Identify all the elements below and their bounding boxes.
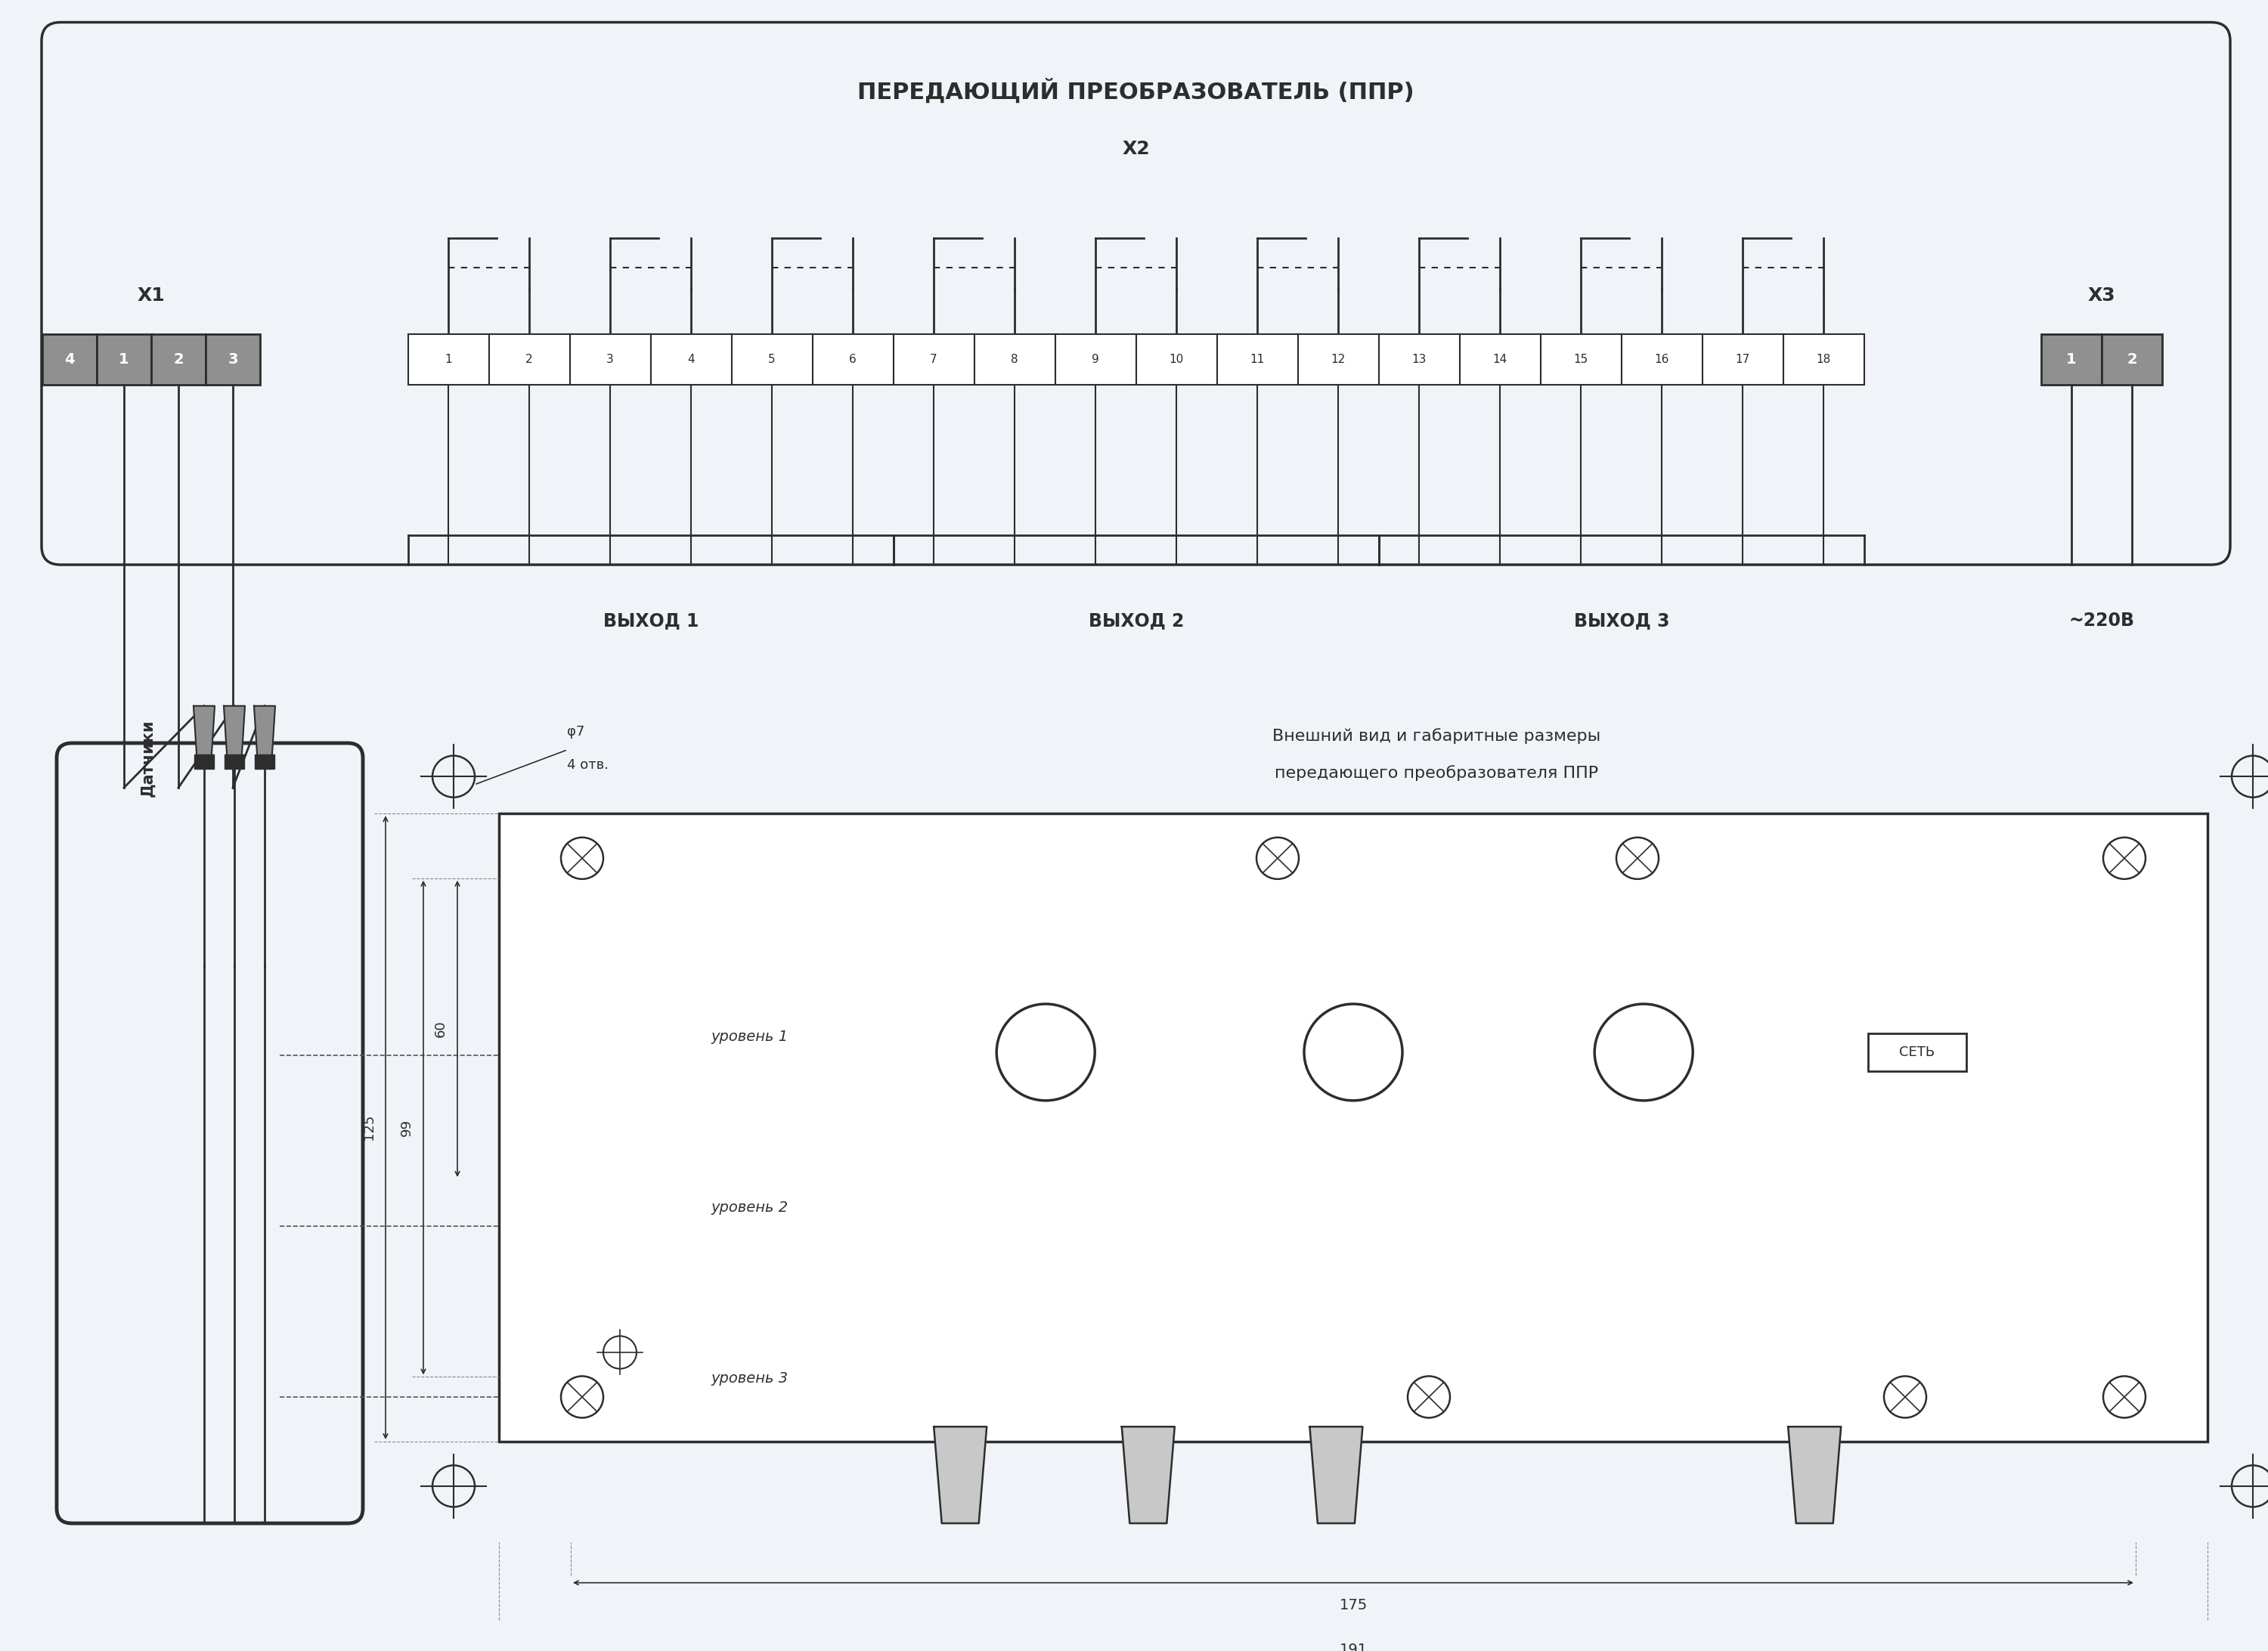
Text: 1: 1	[2066, 352, 2077, 367]
Text: 3: 3	[227, 352, 238, 367]
Text: 15: 15	[1574, 353, 1588, 365]
Text: 2: 2	[2127, 352, 2136, 367]
Text: 1: 1	[118, 352, 129, 367]
Text: 9: 9	[1091, 353, 1100, 365]
Bar	[1055, 335, 1136, 385]
Bar	[812, 335, 894, 385]
Bar	[152, 335, 206, 385]
Text: 12: 12	[1331, 353, 1345, 365]
Bar	[1783, 335, 1864, 385]
Text: 11: 11	[1250, 353, 1266, 365]
Text: 5: 5	[769, 353, 776, 365]
Text: φ7: φ7	[567, 725, 585, 738]
Text: X2: X2	[1123, 140, 1150, 158]
Text: ВЫХОД 2: ВЫХОД 2	[1089, 611, 1184, 629]
Text: ВЫХОД 1: ВЫХОД 1	[603, 611, 699, 629]
Bar	[1540, 335, 1622, 385]
Text: 3: 3	[606, 353, 615, 365]
Text: ВЫХОД 3: ВЫХОД 3	[1574, 611, 1669, 629]
Bar	[499, 814, 2207, 1441]
Bar	[2041, 335, 2102, 385]
Text: 4 отв.: 4 отв.	[567, 758, 608, 773]
Text: 4: 4	[687, 353, 694, 365]
Text: 2: 2	[526, 353, 533, 365]
Bar	[195, 755, 213, 769]
Text: 125: 125	[363, 1114, 376, 1141]
Bar	[651, 335, 733, 385]
Polygon shape	[254, 707, 274, 766]
Text: 1: 1	[445, 353, 451, 365]
Text: 13: 13	[1411, 353, 1427, 365]
Text: 14: 14	[1492, 353, 1508, 365]
Text: ПЕРЕДАЮЩИЙ ПРЕОБРАЗОВАТЕЛЬ (ППР): ПЕРЕДАЮЩИЙ ПРЕОБРАЗОВАТЕЛЬ (ППР)	[857, 78, 1413, 102]
Bar	[225, 755, 245, 769]
Text: 17: 17	[1735, 353, 1751, 365]
Text: уровень 3: уровень 3	[710, 1372, 787, 1385]
Text: 7: 7	[930, 353, 937, 365]
Polygon shape	[934, 1426, 987, 1524]
Bar	[206, 335, 261, 385]
Text: 8: 8	[1012, 353, 1018, 365]
Text: 16: 16	[1653, 353, 1669, 365]
Text: уровень 1: уровень 1	[710, 1030, 787, 1043]
Bar	[1461, 335, 1540, 385]
Text: СЕТЬ: СЕТЬ	[1898, 1045, 1935, 1058]
Text: передающего преобразователя ППР: передающего преобразователя ППР	[1275, 764, 1599, 781]
Text: X3: X3	[2089, 287, 2116, 305]
Bar	[1379, 335, 1461, 385]
Text: ~220В: ~220В	[2068, 611, 2134, 629]
Bar	[254, 755, 274, 769]
Bar	[975, 335, 1055, 385]
Bar	[43, 335, 98, 385]
Text: Внешний вид и габаритные размеры: Внешний вид и габаритные размеры	[1272, 728, 1601, 743]
Text: 18: 18	[1817, 353, 1830, 365]
Polygon shape	[1787, 1426, 1842, 1524]
Bar	[490, 335, 569, 385]
Bar	[98, 335, 152, 385]
Text: 4: 4	[64, 352, 75, 367]
Polygon shape	[1123, 1426, 1175, 1524]
Text: 60: 60	[433, 1020, 447, 1037]
Bar	[1869, 1034, 1966, 1071]
Bar	[1297, 335, 1379, 385]
Polygon shape	[225, 707, 245, 766]
Text: X1: X1	[138, 287, 166, 305]
Text: 175: 175	[1338, 1598, 1368, 1613]
Text: 2: 2	[172, 352, 184, 367]
Text: 10: 10	[1168, 353, 1184, 365]
Bar	[1218, 335, 1297, 385]
Text: 6: 6	[848, 353, 857, 365]
Text: уровень 2: уровень 2	[710, 1200, 787, 1215]
Bar	[408, 335, 490, 385]
Text: Датчики: Датчики	[141, 720, 154, 797]
Bar	[569, 335, 651, 385]
Bar	[2102, 335, 2161, 385]
Text: 191: 191	[1338, 1643, 1368, 1651]
Bar	[894, 335, 975, 385]
Bar	[1622, 335, 1703, 385]
Polygon shape	[1309, 1426, 1363, 1524]
Text: 99: 99	[399, 1118, 413, 1136]
Bar	[733, 335, 812, 385]
Bar	[1703, 335, 1783, 385]
Polygon shape	[193, 707, 215, 766]
Bar	[1136, 335, 1218, 385]
